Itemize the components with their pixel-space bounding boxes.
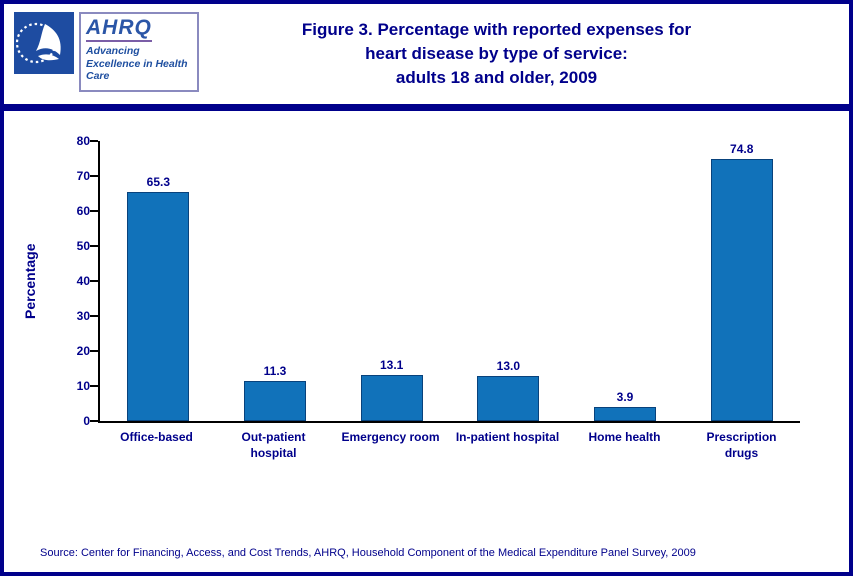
hhs-logo-icon	[14, 12, 74, 74]
bar-slot: 65.3	[100, 175, 217, 421]
y-tick-label: 30	[76, 309, 90, 323]
bar-slot: 13.0	[450, 358, 567, 421]
bar-slot: 11.3	[217, 364, 334, 421]
bar-chart: Percentage 0 10 20 30 40 50 60 70 80 65.3 11.3 13.…	[4, 131, 849, 491]
x-axis-category-label: Prescription drugs	[706, 430, 777, 461]
bar-value-label: 11.3	[263, 364, 287, 379]
y-tick-mark	[90, 350, 98, 352]
y-tick-mark	[90, 175, 98, 177]
x-axis-category-label: Emergency room	[341, 430, 440, 444]
bar-value-label: 74.8	[730, 142, 754, 157]
source-note: Source: Center for Financing, Access, an…	[40, 547, 696, 559]
bar	[594, 407, 657, 421]
logo-group: AHRQ Advancing Excellence in Health Care	[14, 12, 204, 92]
x-axis-category-label: Out-patient hospital	[241, 430, 306, 461]
bar-slot: 13.1	[333, 358, 450, 421]
y-tick-label: 80	[76, 134, 90, 148]
y-tick-label: 60	[76, 204, 90, 218]
y-tick-mark	[90, 315, 98, 317]
header-divider	[4, 104, 849, 111]
y-tick-mark	[90, 280, 98, 282]
y-tick-label: 0	[83, 414, 90, 428]
title-line-1: Figure 3. Percentage with reported expen…	[301, 20, 692, 39]
y-tick-mark	[90, 385, 98, 387]
ahrq-logo-text: AHRQ	[86, 17, 152, 42]
bar-value-label: 13.1	[380, 358, 404, 373]
ahrq-tagline: Advancing Excellence in Health Care	[86, 45, 188, 83]
x-axis-category-label: Office-based	[120, 430, 193, 444]
y-axis-tick-labels: 0 10 20 30 40 50 60 70 80	[56, 134, 90, 428]
page-title: Figure 3. Percentage with reported expen…	[204, 12, 789, 89]
y-tick-label: 70	[76, 169, 90, 183]
bar-value-label: 65.3	[146, 175, 171, 190]
bar	[710, 159, 773, 421]
y-tick-label: 50	[76, 239, 90, 253]
bars-container: 65.3 11.3 13.1 13.0 3.9 74.8	[100, 141, 800, 421]
y-tick-mark	[90, 245, 98, 247]
bar-value-label: 13.0	[496, 358, 521, 373]
title-line-2: heart disease by type of service:	[365, 43, 628, 63]
x-axis-category-label: In-patient hospital	[455, 430, 560, 444]
bar	[477, 375, 540, 421]
y-tick-label: 40	[76, 274, 90, 288]
y-tick-label: 10	[76, 379, 90, 393]
bar-slot: 3.9	[567, 390, 684, 421]
x-axis-category-label: Home health	[588, 430, 661, 444]
ahrq-logo: AHRQ Advancing Excellence in Health Care	[79, 12, 199, 92]
y-tick-mark	[90, 420, 98, 422]
bar	[360, 375, 423, 421]
header: AHRQ Advancing Excellence in Health Care…	[4, 4, 849, 101]
bar	[244, 381, 306, 421]
y-tick-mark	[90, 210, 98, 212]
plot-area: 65.3 11.3 13.1 13.0 3.9 74.8	[90, 140, 800, 423]
y-axis-title: Percentage	[22, 243, 38, 319]
bar-slot: 74.8	[683, 142, 800, 421]
title-line-3: adults 18 and older, 2009	[395, 67, 598, 87]
x-axis-labels: Office-based Out-patient hospital Emergenc…	[98, 429, 800, 461]
bar-value-label: 3.9	[616, 390, 634, 405]
bar	[127, 192, 190, 421]
y-tick-label: 20	[76, 344, 90, 358]
y-tick-mark	[90, 140, 98, 142]
